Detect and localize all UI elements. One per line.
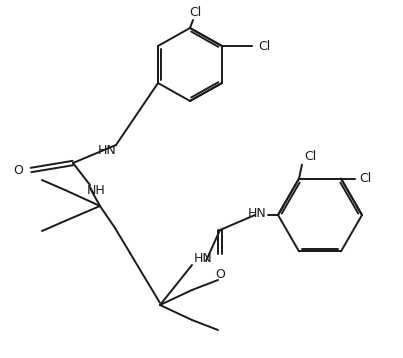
Text: HN: HN xyxy=(98,144,117,156)
Text: O: O xyxy=(13,164,23,176)
Text: NH: NH xyxy=(87,184,106,197)
Text: Cl: Cl xyxy=(258,39,270,53)
Text: HN: HN xyxy=(194,252,213,265)
Text: HN: HN xyxy=(248,207,267,219)
Text: Cl: Cl xyxy=(359,172,371,185)
Text: Cl: Cl xyxy=(189,5,201,19)
Text: O: O xyxy=(215,267,225,281)
Text: Cl: Cl xyxy=(304,150,316,163)
